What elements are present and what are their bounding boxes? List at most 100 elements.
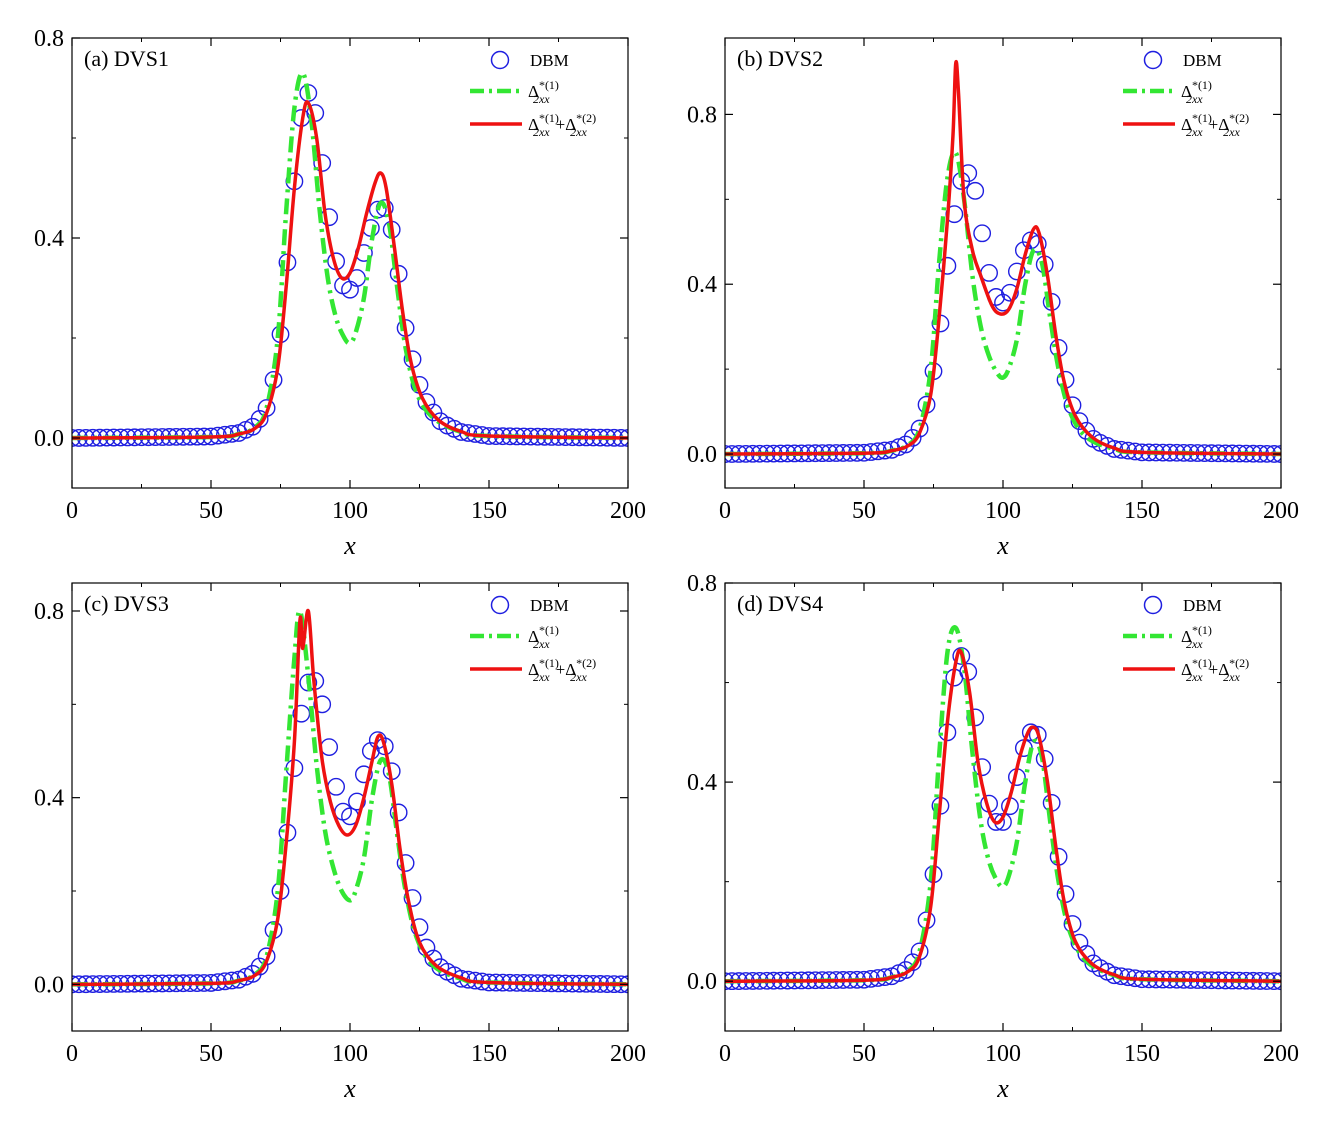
x-tick-label: 200 (1263, 1041, 1299, 1067)
dbm-point (987, 813, 1005, 831)
y-tick-label: 0.8 (34, 599, 64, 625)
panel-c: 0 50 100 150 200 0.0 0.4 0.8 x (c) DVS3 DBM Δ*(1) 2x… (34, 582, 646, 1103)
dbm-point (973, 224, 992, 243)
dbm-point (1105, 440, 1124, 458)
legend-second-order-label: Δ*(1) 2xx +Δ*(2) 2xx (528, 656, 596, 684)
y-tick-label: 0.4 (34, 786, 64, 812)
dbm-point (313, 154, 332, 172)
x-tick-label: 100 (985, 1041, 1021, 1067)
dbm-point (903, 428, 922, 447)
x-tick-label: 150 (1124, 498, 1160, 524)
y-tick-label: 0.4 (34, 226, 64, 252)
legend-second-order-label: Δ*(1) 2xx +Δ*(2) 2xx (528, 111, 596, 139)
dbm-point (452, 423, 471, 441)
dbm-point (354, 765, 373, 784)
x-axis-label: x (343, 531, 356, 560)
legend-dbm-label: DBM (1183, 596, 1222, 615)
legend-first-order-label: Δ*(1) 2xx (1181, 78, 1212, 106)
x-tick-label: 100 (985, 498, 1021, 524)
dbm-point (243, 964, 262, 983)
legend-dbm-marker (490, 50, 510, 70)
x-tick-label: 100 (332, 1041, 368, 1067)
legend-dbm-marker (1143, 595, 1163, 615)
dbm-point (403, 889, 422, 907)
x-tick-label: 150 (471, 498, 507, 524)
panel-label: (d) DVS4 (737, 591, 823, 616)
x-tick-label: 0 (719, 1041, 731, 1067)
panel-a: 0 50 100 150 200 0.0 0.4 0.8 x (a) DVS1 DBM Δ*(1) 2x… (34, 26, 646, 560)
dbm-point (313, 695, 332, 714)
legend: DBM Δ*(1) 2xx Δ*(1) 2xx +Δ*(2) 2xx (470, 595, 596, 684)
dbm-point (1001, 283, 1019, 302)
legend-dbm-label: DBM (530, 51, 569, 70)
dbm-point (938, 256, 957, 275)
dbm-point (320, 738, 339, 757)
dbm-point (459, 424, 478, 442)
y-tick-label: 0.4 (687, 770, 717, 796)
plot-area (725, 60, 1281, 463)
x-tick-label: 0 (66, 498, 78, 524)
series-second-order-line (72, 100, 628, 440)
dbm-point (952, 647, 971, 665)
panel-d: 0 50 100 150 200 0.0 0.4 0.8 x (d) DVS4 DBM Δ*(1) 2x… (687, 571, 1299, 1103)
dbm-point (1008, 262, 1026, 281)
x-tick-label: 200 (1263, 498, 1299, 524)
panel-label: (a) DVS1 (84, 46, 169, 71)
legend: DBM Δ*(1) 2xx Δ*(1) 2xx +Δ*(2) 2xx (470, 50, 596, 139)
x-tick-label: 50 (199, 498, 223, 524)
series-first-order-line (725, 149, 1281, 457)
legend-dbm-marker (1143, 50, 1163, 70)
legend-first-order-label: Δ*(1) 2xx (1181, 623, 1212, 651)
legend: DBM Δ*(1) 2xx Δ*(1) 2xx +Δ*(2) 2xx (1123, 50, 1249, 139)
panel-b: 0 50 100 150 200 0.0 0.4 0.8 x (b) DVS2 DBM Δ*(1) 2x… (687, 37, 1299, 560)
x-tick-label: 100 (332, 498, 368, 524)
dbm-point (1028, 725, 1047, 744)
y-tick-label: 0.0 (687, 442, 717, 468)
dbm-point (903, 953, 922, 972)
dbm-point (368, 731, 387, 750)
series-first-order-line (725, 625, 1281, 984)
dbm-point (896, 435, 915, 454)
series-second-order-line (72, 609, 628, 987)
series-second-order-line (725, 648, 1281, 983)
x-tick-label: 0 (66, 1041, 78, 1067)
dbm-point (973, 758, 992, 777)
y-tick-label: 0.4 (687, 272, 717, 298)
plot-area (72, 608, 628, 994)
series-first-order-line (72, 70, 628, 441)
dbm-point (250, 957, 269, 976)
legend-dbm-label: DBM (530, 596, 569, 615)
x-tick-label: 150 (471, 1041, 507, 1067)
x-tick-label: 200 (610, 1041, 646, 1067)
legend-first-order-label: Δ*(1) 2xx (528, 623, 559, 651)
x-tick-label: 50 (852, 498, 876, 524)
y-tick-label: 0.8 (34, 26, 64, 52)
plot-area (725, 625, 1281, 991)
legend-second-order-label: Δ*(1) 2xx +Δ*(2) 2xx (1181, 656, 1249, 684)
x-tick-label: 0 (719, 498, 731, 524)
legend-dbm-marker (490, 595, 510, 615)
y-tick-label: 0.0 (34, 972, 64, 998)
panel-label: (c) DVS3 (84, 591, 169, 616)
x-axis-label: x (343, 1074, 356, 1103)
legend: DBM Δ*(1) 2xx Δ*(1) 2xx +Δ*(2) 2xx (1123, 595, 1249, 684)
dbm-point (1105, 966, 1124, 985)
y-tick-label: 0.8 (687, 571, 717, 597)
x-axis-label: x (996, 1074, 1009, 1103)
y-tick-label: 0.0 (687, 969, 717, 995)
series-second-order-line (725, 60, 1281, 456)
x-tick-label: 150 (1124, 1041, 1160, 1067)
series-dbm (72, 84, 628, 447)
y-tick-label: 0.8 (687, 102, 717, 128)
dbm-point (348, 792, 366, 811)
panel-label: (b) DVS2 (737, 46, 823, 71)
dbm-point (452, 969, 471, 988)
dbm-point (292, 704, 311, 723)
x-axis-label: x (996, 531, 1009, 560)
legend-first-order-label: Δ*(1) 2xx (528, 78, 559, 106)
dbm-point (389, 803, 408, 822)
legend-second-order-label: Δ*(1) 2xx +Δ*(2) 2xx (1181, 111, 1249, 139)
y-tick-label: 0.0 (34, 426, 64, 452)
dbm-point (327, 777, 345, 796)
